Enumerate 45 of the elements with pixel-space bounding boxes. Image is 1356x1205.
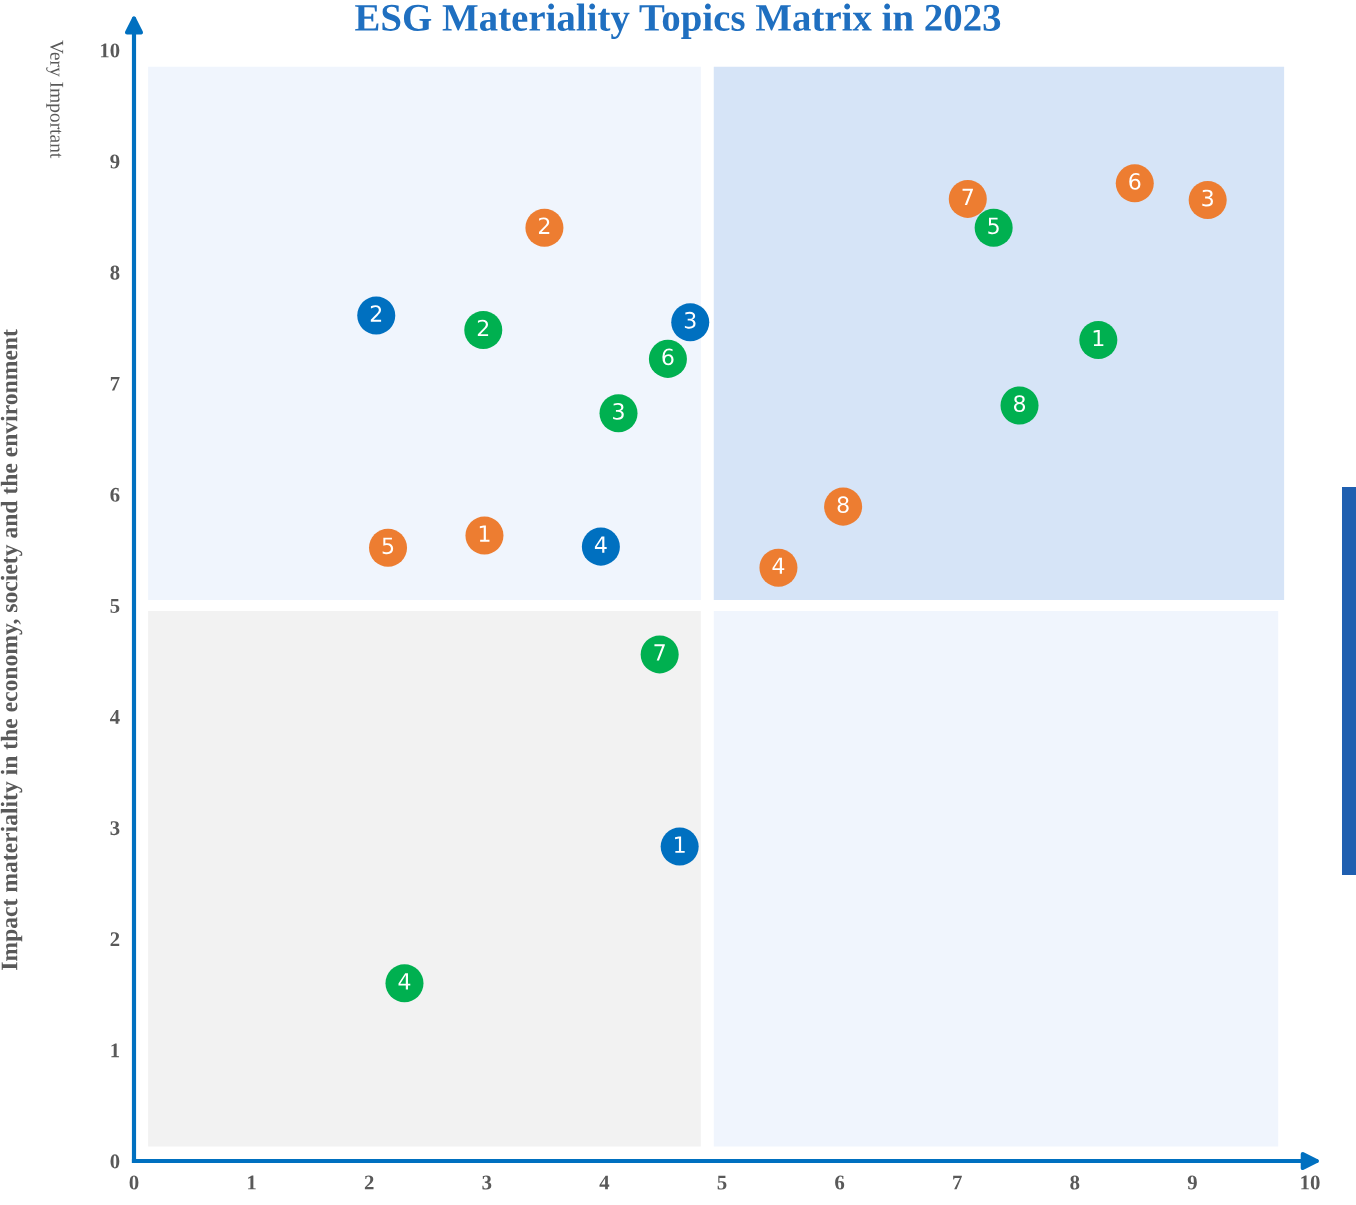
y-tick-label: 7 <box>110 376 120 391</box>
annotation: 3 <box>684 311 696 329</box>
annotation: 3 <box>613 402 624 420</box>
y-tick-label: 2 <box>110 932 120 947</box>
x-tick-label: 9 <box>1187 1175 1197 1190</box>
y-axis-title: Impact materiality in the economy, society and the environment <box>0 329 23 970</box>
annotation: 6 <box>662 348 674 366</box>
x-tick-label: 2 <box>364 1175 374 1190</box>
annotation: 4 <box>398 973 411 990</box>
annotation: 7 <box>962 188 973 206</box>
annotation: 1 <box>675 836 685 853</box>
chart-title: ESG Materiality Topics Matrix in 2023 <box>355 3 1001 39</box>
annotation: 5 <box>988 217 999 235</box>
y-tick-label: 8 <box>110 265 120 280</box>
x-tick-label: 5 <box>717 1175 727 1190</box>
annotation: 2 <box>538 217 550 234</box>
annotation: 8 <box>1013 395 1026 412</box>
y-tick-label: 6 <box>110 487 120 502</box>
y-tick-label: 10 <box>100 43 120 58</box>
y-tick-label: 5 <box>110 599 120 613</box>
annotation: 4 <box>594 536 607 553</box>
annotation: 1 <box>1093 329 1104 347</box>
x-tick-label: 8 <box>1070 1175 1080 1190</box>
x-tick-label: 10 <box>1301 1175 1320 1190</box>
annotation: 2 <box>477 319 489 337</box>
x-tick-label: 0 <box>129 1175 139 1190</box>
y-tick-label: 4 <box>109 710 120 724</box>
annotation: 2 <box>370 305 382 322</box>
annotation: 6 <box>1129 172 1141 190</box>
y-tick-label: 3 <box>110 821 120 836</box>
x-tick-label: 4 <box>599 1175 610 1190</box>
x-tick-label: 3 <box>482 1175 492 1190</box>
annotation: 5 <box>382 537 394 555</box>
annotation: 4 <box>772 557 785 574</box>
x-tick-label: 7 <box>953 1175 962 1190</box>
annotation: 8 <box>837 496 849 514</box>
y-tick-label: 9 <box>110 154 120 169</box>
x-tick-label: 1 <box>248 1175 256 1190</box>
annotation: 1 <box>479 525 490 542</box>
text: Very Important <box>46 40 64 159</box>
annotation: 3 <box>1202 189 1213 207</box>
x-tick-label: 6 <box>835 1175 845 1190</box>
y-tick-label: 1 <box>111 1043 120 1058</box>
y-tick-label: 0 <box>110 1154 120 1169</box>
annotation: 7 <box>654 644 665 661</box>
